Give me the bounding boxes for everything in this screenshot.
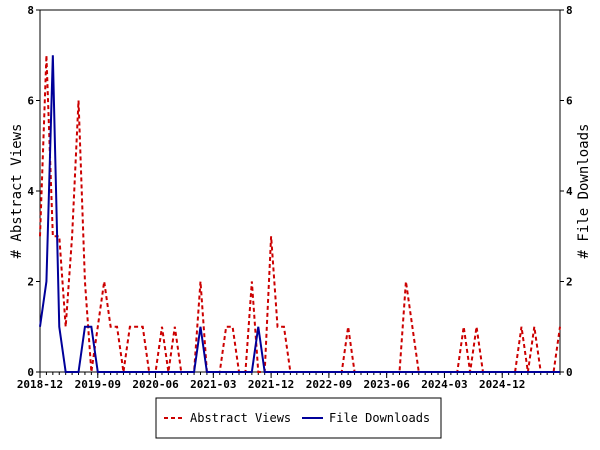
y-left-tick-label: 0 — [27, 366, 34, 379]
y-left-tick-label: 6 — [27, 95, 34, 108]
y-left-tick-label: 4 — [27, 185, 34, 198]
x-tick-label: 2022-09 — [306, 378, 352, 391]
y-right-tick-label: 8 — [566, 4, 573, 17]
x-axis-tick-labels: 2018-12 2019-09 2020-06 2021-03 2021-12 2022-… — [17, 378, 526, 391]
x-tick-label: 2024-12 — [479, 378, 525, 391]
y-right-tick-label: 6 — [566, 95, 573, 108]
legend: Abstract Views File Downloads — [155, 397, 442, 439]
legend-label-abstract-views: Abstract Views — [190, 411, 291, 425]
series-line-file-downloads — [39, 55, 560, 373]
x-tick-label: 2020-06 — [132, 378, 179, 391]
y-axis-left-tick-labels: 0 2 4 6 8 — [27, 4, 34, 379]
y-right-tick-label: 4 — [566, 185, 573, 198]
x-tick-label: 2021-03 — [190, 378, 236, 391]
y-axis-right-title: # File Downloads — [576, 124, 592, 259]
x-tick-label: 2024-03 — [421, 378, 467, 391]
plot-area — [39, 9, 561, 373]
y-left-tick-label: 8 — [27, 4, 34, 17]
x-tick-label: 2023-06 — [363, 378, 410, 391]
y-right-tick-label: 0 — [566, 366, 573, 379]
x-tick-label: 2019-09 — [75, 378, 121, 391]
y-left-tick-label: 2 — [27, 276, 34, 289]
y-right-tick-label: 2 — [566, 276, 573, 289]
y-axis-right-tick-labels: 0 2 4 6 8 — [566, 4, 573, 379]
y-axis-left-title: # Abstract Views — [9, 124, 25, 259]
series-layer — [39, 55, 561, 373]
legend-box — [155, 397, 442, 439]
x-tick-label: 2018-12 — [17, 378, 63, 391]
x-tick-label: 2021-12 — [248, 378, 294, 391]
legend-label-file-downloads: File Downloads — [329, 411, 430, 425]
